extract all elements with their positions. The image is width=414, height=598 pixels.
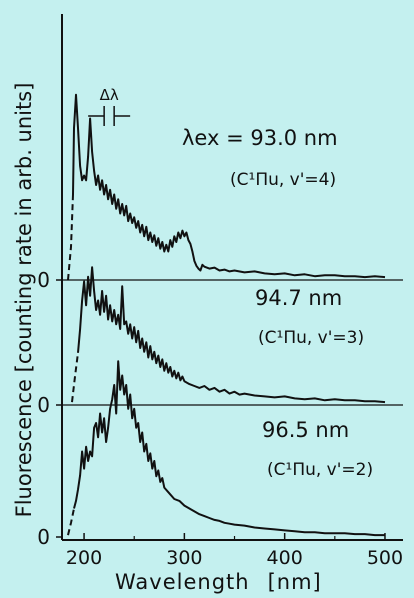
series-line: [77, 266, 386, 404]
y-axis-label-wrap: Fluorescence [counting rate in arb. unit…: [12, 83, 36, 518]
x-axis-unit: [nm]: [267, 570, 322, 594]
series-state-label: (C¹Πu, v'=3): [258, 328, 364, 348]
series-label: 96.5 nm: [262, 418, 349, 442]
series-state-label: (C¹Πu, v'=4): [230, 170, 336, 190]
series-state-label: (C¹Πu, v'=2): [267, 460, 373, 480]
series-line: [73, 360, 385, 537]
x-axis-label-wrap: Wavelength [nm]: [115, 570, 322, 594]
x-tick-label: 400: [267, 547, 303, 569]
resolution-label: Δλ: [100, 86, 119, 104]
series-label: 94.7 nm: [255, 286, 342, 310]
series-dashed-start: [67, 194, 74, 281]
x-axis-label: Wavelength: [115, 570, 250, 594]
series-dashed-start: [71, 352, 79, 403]
x-tick-label: 300: [166, 547, 202, 569]
y-tick-label: 0: [37, 393, 50, 417]
series-line: [72, 93, 386, 279]
x-tick-label: 200: [66, 547, 102, 569]
series-dashed-start: [67, 508, 75, 536]
y-tick-label: 0: [37, 525, 50, 549]
x-tick-label: 500: [367, 547, 403, 569]
y-axis-label: Fluorescence [counting rate in arb. unit…: [12, 82, 36, 518]
series-label: λex = 93.0 nm: [182, 126, 338, 150]
y-tick-label: 0: [37, 268, 50, 292]
